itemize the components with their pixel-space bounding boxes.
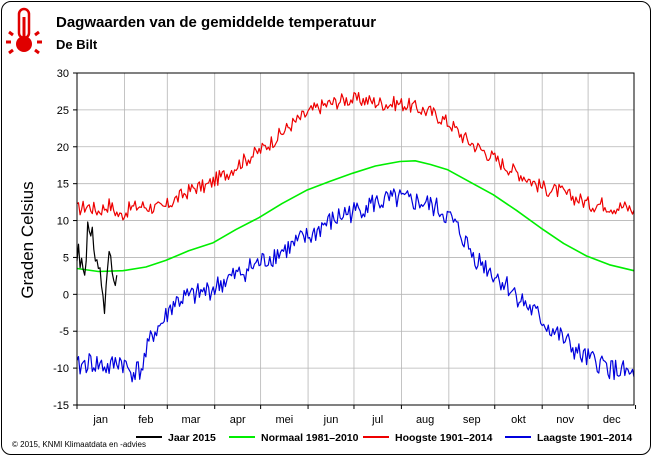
x-tick-label: nov [556, 414, 574, 426]
y-tick-label: 15 [57, 179, 69, 191]
y-tick-label: 0 [63, 289, 69, 301]
x-tick-labels: jan feb mar apr mei jun jul aug sep okt nov dec [92, 414, 621, 426]
copyright-text: © 2015, KNMI Klimaatdata en -advies [12, 440, 146, 449]
y-tick-label: 5 [63, 252, 69, 264]
x-tick-label: aug [416, 414, 434, 426]
legend-label: Hoogste 1901–2014 [395, 432, 493, 444]
x-tick-label: sep [463, 414, 481, 426]
legend-label: Jaar 2015 [168, 432, 216, 444]
y-tick-label: 30 [57, 68, 69, 80]
y-tick-label: 20 [57, 142, 69, 154]
y-tick-label: -5 [59, 326, 69, 338]
y-tick-label: 10 [57, 216, 69, 228]
series-line-2 [76, 92, 635, 221]
series-line-3 [76, 188, 635, 383]
x-tick-label: okt [511, 414, 526, 426]
chart-title: Dagwaarden van de gemiddelde temperatuur [56, 14, 376, 31]
x-tick-label: jun [323, 414, 339, 426]
y-tick-label: -10 [53, 363, 69, 375]
legend: Jaar 2015 Normaal 1981–2010 Hoogste 1901–2… [136, 432, 632, 444]
legend-label: Normaal 1981–2010 [261, 432, 359, 444]
y-tick-label: -15 [53, 400, 69, 412]
series-line-0 [76, 221, 118, 315]
y-tick-labels: 30 25 20 15 10 5 0 -5 -10 -15 [53, 68, 69, 412]
x-tick-label: mar [182, 414, 201, 426]
plot-border [76, 72, 635, 406]
thermometer-icon [6, 7, 42, 55]
chart-subtitle: De Bilt [56, 37, 98, 52]
grid [73, 72, 637, 409]
series-line-1 [76, 160, 635, 273]
x-tick-label: dec [603, 414, 621, 426]
legend-label: Laagste 1901–2014 [537, 432, 632, 444]
x-tick-label: apr [230, 414, 246, 426]
y-axis-label: Graden Celsius [18, 181, 37, 298]
x-tick-label: mei [275, 414, 293, 426]
x-tick-label: jul [371, 414, 383, 426]
series-layer [76, 92, 635, 383]
x-tick-label: feb [138, 414, 153, 426]
x-tick-label: jan [92, 414, 108, 426]
y-tick-label: 25 [57, 105, 69, 117]
